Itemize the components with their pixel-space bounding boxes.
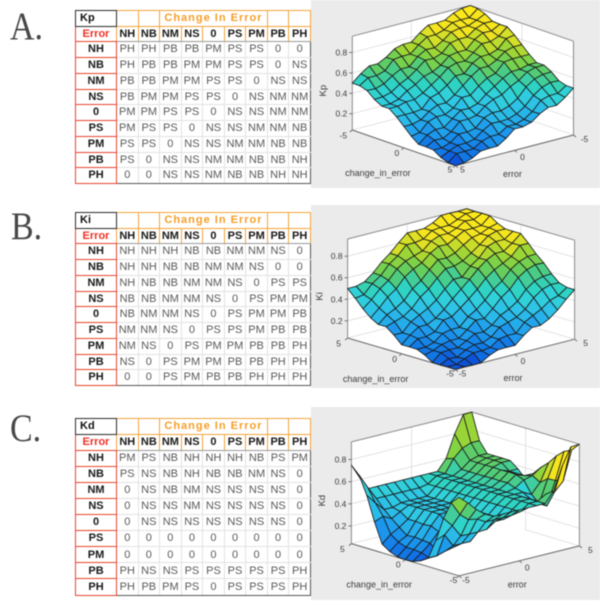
svg-text:-5: -5 (462, 575, 470, 585)
svg-text:-5: -5 (581, 134, 589, 144)
svg-text:0.6: 0.6 (331, 273, 343, 283)
svg-text:0.2: 0.2 (335, 521, 347, 531)
svg-text:0: 0 (520, 152, 525, 162)
svg-text:-5: -5 (446, 369, 454, 379)
svg-text:change_in_error: change_in_error (343, 374, 409, 384)
svg-text:0.4: 0.4 (335, 499, 347, 509)
svg-text:0.4: 0.4 (331, 294, 343, 304)
svg-text:Ki: Ki (315, 292, 326, 300)
svg-text:0.6: 0.6 (335, 477, 347, 487)
svg-text:0.8: 0.8 (335, 48, 347, 58)
svg-text:5: 5 (340, 544, 345, 554)
svg-text:0: 0 (525, 562, 530, 572)
svg-text:0: 0 (392, 354, 397, 364)
svg-text:5: 5 (460, 165, 465, 175)
svg-text:0: 0 (521, 356, 526, 366)
svg-text:Kp: Kp (318, 85, 329, 97)
svg-text:0.4: 0.4 (335, 88, 347, 98)
svg-text:-5: -5 (459, 369, 467, 379)
svg-text:0: 0 (396, 560, 401, 570)
svg-text:0.2: 0.2 (335, 109, 347, 119)
svg-text:change_in_error: change_in_error (346, 580, 412, 590)
svg-text:5: 5 (336, 339, 341, 349)
svg-text:-5: -5 (340, 131, 348, 141)
svg-text:change_in_error: change_in_error (345, 168, 411, 178)
svg-text:0: 0 (395, 148, 400, 158)
svg-text:error: error (508, 579, 527, 589)
svg-text:Kd: Kd (317, 495, 328, 507)
svg-text:0.8: 0.8 (335, 455, 347, 465)
svg-text:error: error (503, 169, 522, 179)
svg-text:0.6: 0.6 (335, 68, 347, 78)
svg-text:error: error (503, 373, 522, 383)
svg-text:0.8: 0.8 (331, 251, 343, 261)
svg-text:-5: -5 (450, 575, 458, 585)
svg-text:5: 5 (448, 165, 453, 175)
svg-text:0.2: 0.2 (331, 316, 343, 326)
svg-text:5: 5 (588, 545, 593, 555)
svg-text:5: 5 (583, 338, 588, 348)
